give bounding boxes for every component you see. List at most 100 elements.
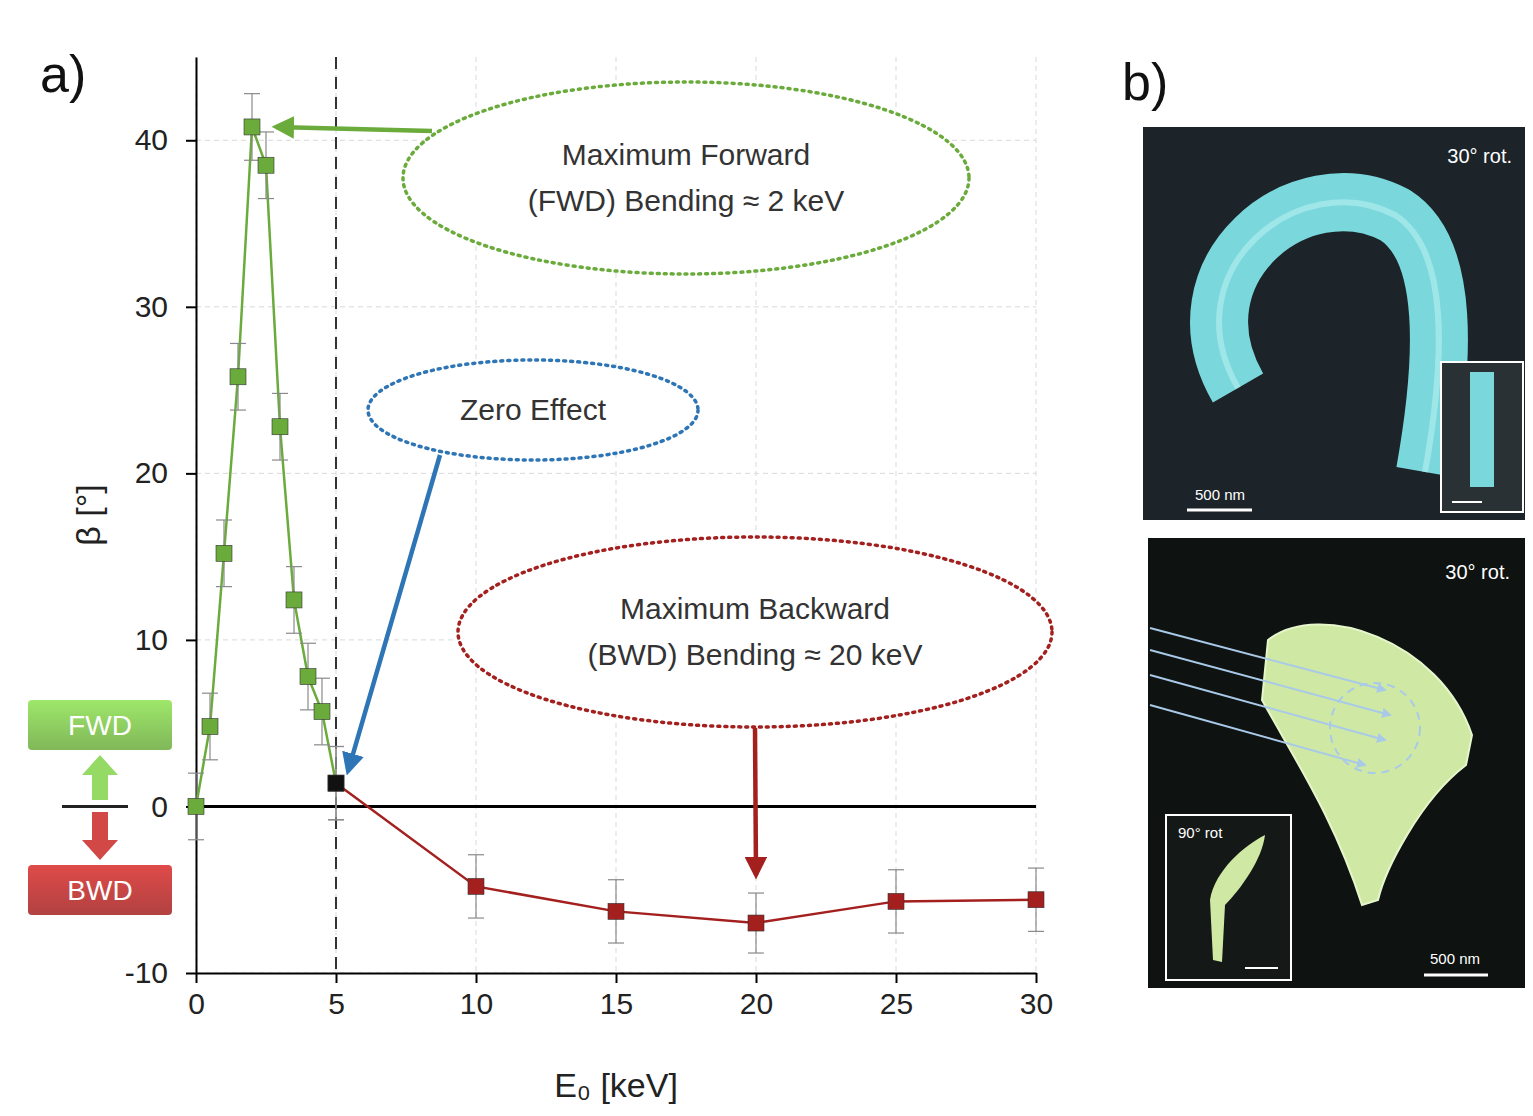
error-bar-cap (608, 942, 624, 943)
legend-label: BWD (67, 875, 132, 906)
y-grid-line (196, 473, 1036, 474)
x-tick-mark (756, 973, 758, 983)
data-point (258, 157, 274, 173)
sem-image: 30° rot.500 nm90° rot (1148, 538, 1525, 988)
reference-vline (335, 57, 337, 973)
data-point (468, 878, 484, 894)
error-bar (300, 643, 316, 710)
annotation-text: Zero Effect (460, 393, 607, 426)
annotation-arrow (276, 127, 432, 131)
error-bar-cap (286, 566, 302, 567)
x-tick: 5 (328, 973, 345, 1020)
annotation: Maximum Backward(BWD) Bending ≈ 20 keV (458, 537, 1052, 875)
x-tick-label: 10 (460, 987, 493, 1020)
error-bar (314, 678, 330, 745)
error-bar (888, 870, 904, 933)
grid (196, 57, 1036, 973)
data-point (300, 669, 316, 685)
x-tick-mark (1036, 973, 1038, 983)
error-bar-cap (328, 746, 344, 747)
inset-frame (1441, 362, 1523, 512)
x-tick-mark (896, 973, 898, 983)
legend-arrow (82, 812, 118, 860)
y-grid-line (196, 806, 1036, 807)
y-tick-label: 0 (151, 790, 168, 823)
annotation-ellipse (403, 82, 969, 274)
error-bar-cap (188, 773, 204, 774)
legend-zero-bar (62, 805, 128, 808)
data-point (188, 798, 204, 814)
error-bar-cap (244, 160, 260, 161)
error-bar-cap (230, 409, 246, 410)
y-tick-label: 40 (135, 123, 168, 156)
legend-box (28, 700, 172, 750)
error-bar-cap (1028, 867, 1044, 868)
inset-scale-bar (1245, 967, 1278, 969)
annotations: Maximum Forward(FWD) Bending ≈ 2 keVZero… (276, 82, 1052, 875)
x-tick-mark (476, 973, 478, 983)
error-bar-cap (328, 746, 344, 747)
panel-b: b) 30° rot.500 nm30° rot.500 nm90° rot (1122, 53, 1525, 988)
error-bar-cap (888, 869, 904, 870)
structure-edge (1219, 202, 1439, 472)
annotation-ellipse (458, 537, 1052, 727)
annotation-text: Maximum Backward (620, 592, 890, 625)
image-background (1143, 127, 1525, 520)
rotation-circle (1330, 683, 1420, 773)
error-bar-cap (216, 519, 232, 520)
data-point (314, 704, 330, 720)
x-axis: 051015202530 (188, 973, 1053, 1020)
error-bar-cap (608, 879, 624, 880)
data-point (244, 119, 260, 135)
x-grid-line (336, 57, 337, 973)
y-tick: 40 (135, 123, 196, 156)
error-bar-cap (888, 932, 904, 933)
error-bar-cap (300, 643, 316, 644)
data-point (202, 719, 218, 735)
inset-scale-bar (1452, 501, 1482, 503)
error-bar-cap (286, 633, 302, 634)
data-point (1028, 892, 1044, 908)
error-bar (258, 132, 274, 199)
error-bar-cap (272, 459, 288, 460)
beam-arrow (1150, 675, 1385, 740)
sem-image: 30° rot.500 nm (1143, 127, 1525, 520)
annotation-text: Maximum Forward (562, 138, 810, 171)
legend-box (28, 865, 172, 915)
error-bar-cap (748, 952, 764, 953)
error-bar-cap (468, 854, 484, 855)
rotation-label: 30° rot. (1445, 561, 1510, 583)
error-bar-cap (202, 759, 218, 760)
data-point (216, 545, 232, 561)
scale-bar (1187, 509, 1252, 512)
panel-label: b) (1122, 53, 1168, 111)
error-bar-cap (202, 693, 218, 694)
y-tick-label: 20 (135, 456, 168, 489)
x-tick: 10 (460, 973, 493, 1020)
error-bar-cap (216, 586, 232, 587)
y-axis-line (196, 58, 198, 974)
error-bar (328, 746, 344, 819)
x-tick: 30 (1020, 973, 1053, 1020)
error-bar-cap (300, 709, 316, 710)
x-grid-line (196, 57, 197, 973)
y-tick-mark (186, 639, 196, 641)
annotation-arrow (755, 728, 756, 875)
data-point (748, 915, 764, 931)
y-axis: -10010203040 (125, 58, 197, 990)
panel-label: a) (40, 45, 86, 103)
error-bar (286, 567, 302, 634)
error-bar (328, 746, 344, 819)
x-grid-line (1036, 57, 1037, 973)
error-bar-cap (328, 819, 344, 820)
legend-arrow (82, 755, 118, 800)
error-bar-cap (314, 744, 330, 745)
y-tick: 20 (135, 456, 196, 489)
legend-item: BWD (28, 812, 172, 915)
inset-label: 90° rot (1178, 824, 1223, 841)
x-tick: 15 (600, 973, 633, 1020)
error-bar-cap (230, 343, 246, 344)
data-point (328, 775, 344, 791)
error-bar (202, 693, 218, 760)
legend: FWDBWD (28, 700, 172, 915)
